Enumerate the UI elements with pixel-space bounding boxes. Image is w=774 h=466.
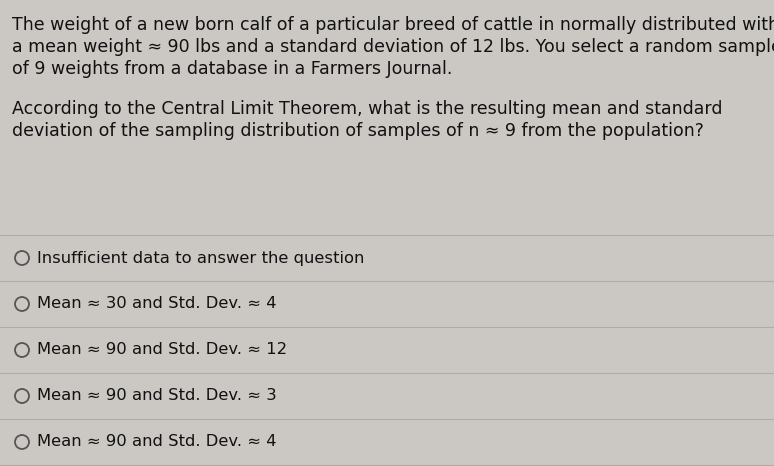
Text: Insufficient data to answer the question: Insufficient data to answer the question <box>37 251 365 266</box>
Text: a mean weight ≈ 90 lbs and a standard deviation of 12 lbs. You select a random s: a mean weight ≈ 90 lbs and a standard de… <box>12 38 774 56</box>
Text: of 9 weights from a database in a Farmers Journal.: of 9 weights from a database in a Farmer… <box>12 60 452 78</box>
Text: Mean ≈ 90 and Std. Dev. ≈ 4: Mean ≈ 90 and Std. Dev. ≈ 4 <box>37 434 276 450</box>
Text: Mean ≈ 30 and Std. Dev. ≈ 4: Mean ≈ 30 and Std. Dev. ≈ 4 <box>37 296 276 311</box>
Text: deviation of the sampling distribution of samples of n ≈ 9 from the population?: deviation of the sampling distribution o… <box>12 122 704 140</box>
Bar <box>0 0 774 266</box>
Bar <box>0 266 774 466</box>
Text: The weight of a new born calf of a particular breed of cattle in normally distri: The weight of a new born calf of a parti… <box>12 16 774 34</box>
Text: Mean ≈ 90 and Std. Dev. ≈ 3: Mean ≈ 90 and Std. Dev. ≈ 3 <box>37 389 276 404</box>
Text: Mean ≈ 90 and Std. Dev. ≈ 12: Mean ≈ 90 and Std. Dev. ≈ 12 <box>37 343 287 357</box>
Text: According to the Central Limit Theorem, what is the resulting mean and standard: According to the Central Limit Theorem, … <box>12 100 722 118</box>
